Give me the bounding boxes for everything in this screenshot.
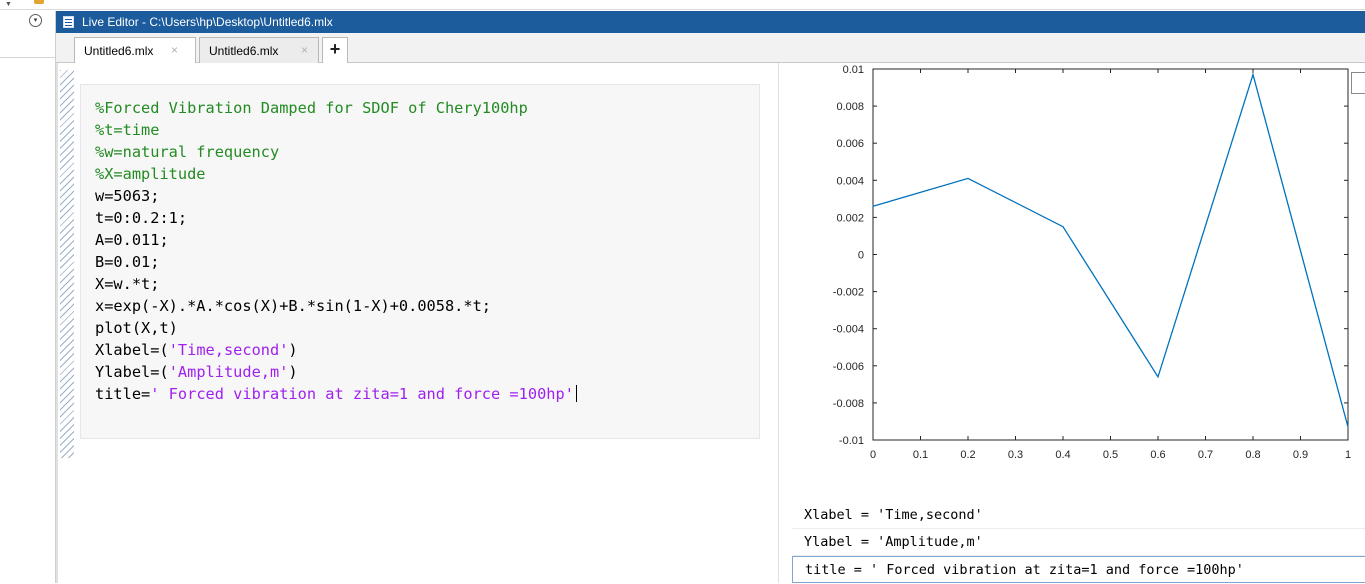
close-icon[interactable]: × — [301, 43, 309, 57]
data-point — [967, 177, 969, 180]
line-chart: 0 0.1 0.2 0.3 0.4 0.5 0.6 0.7 0.8 0.9 1 -0.01 -0.008… — [833, 64, 1351, 461]
left-panel: ▾ — [0, 11, 56, 583]
x-tick-label: 0.9 — [1293, 449, 1308, 461]
tab-untitled6-active[interactable]: Untitled6.mlx × — [74, 37, 196, 63]
code-text: x=exp(-X).*A.*cos(X)+B.*sin(1-X)+0.0058.… — [95, 297, 492, 315]
code-comment: %w=natural frequency — [95, 143, 280, 161]
y-tick-label: 0.002 — [836, 212, 864, 224]
y-tick-label: -0.002 — [833, 287, 864, 299]
code-text: plot(X,t) — [95, 319, 178, 337]
x-tick-label: 0.3 — [1008, 449, 1023, 461]
code-section[interactable]: %Forced Vibration Damped for SDOF of Che… — [80, 84, 760, 439]
x-tick-label: 0.4 — [1055, 449, 1070, 461]
x-tick-label: 0.6 — [1150, 449, 1165, 461]
code-line[interactable]: t=0:0.2:1; — [95, 207, 577, 229]
y-tick-label: -0.004 — [833, 324, 864, 336]
code-comment: %t=time — [95, 121, 160, 139]
data-point — [1252, 73, 1254, 76]
modified-section-indicator — [60, 70, 74, 458]
collapse-panel-icon[interactable]: ▾ — [29, 14, 42, 27]
editor-gutter — [56, 63, 58, 583]
code-line[interactable]: %t=time — [95, 119, 577, 141]
code-text: ) — [288, 341, 298, 359]
x-tick-label: 1 — [1345, 449, 1351, 461]
tab-label: Untitled6.mlx — [209, 44, 279, 58]
data-point — [872, 205, 874, 207]
code-line[interactable]: Ylabel=('Amplitude,m') — [95, 361, 577, 383]
x-tick-label: 0.8 — [1245, 449, 1260, 461]
code-editor[interactable]: %Forced Vibration Damped for SDOF of Che… — [95, 97, 577, 405]
code-text: B=0.01; — [95, 253, 160, 271]
y-tick-label: 0.01 — [843, 64, 864, 76]
x-tick-label: 0.2 — [960, 449, 975, 461]
y-tick-label: 0.006 — [836, 138, 864, 150]
code-line[interactable]: %X=amplitude — [95, 163, 577, 185]
series-line — [872, 72, 1349, 428]
code-text: t=0:0.2:1; — [95, 209, 188, 227]
data-point — [1347, 426, 1349, 428]
code-line[interactable]: title=' Forced vibration at zita=1 and f… — [95, 383, 577, 405]
dropdown-arrow-icon[interactable]: ▼ — [5, 1, 12, 8]
code-comment: %Forced Vibration Damped for SDOF of Che… — [95, 99, 528, 117]
code-line[interactable]: x=exp(-X).*A.*cos(X)+B.*sin(1-X)+0.0058.… — [95, 295, 577, 317]
code-text: w=5063; — [95, 187, 160, 205]
code-line[interactable]: X=w.*t; — [95, 273, 577, 295]
x-tick-label: 0.1 — [913, 449, 928, 461]
close-icon[interactable]: × — [171, 43, 179, 57]
window-title: Live Editor - C:\Users\hp\Desktop\Untitl… — [82, 15, 333, 29]
data-point — [1062, 226, 1064, 228]
output-xlabel[interactable]: Xlabel = 'Time,second' — [792, 502, 1365, 529]
code-line[interactable]: plot(X,t) — [95, 317, 577, 339]
code-text: Xlabel=( — [95, 341, 169, 359]
code-line[interactable]: A=0.011; — [95, 229, 577, 251]
code-line[interactable]: B=0.01; — [95, 251, 577, 273]
text-cursor — [575, 385, 577, 402]
y-tick-label: 0.008 — [836, 101, 864, 113]
x-tick-label: 0.7 — [1198, 449, 1213, 461]
live-editor-icon — [63, 16, 74, 28]
output-title[interactable]: title = ' Forced vibration at zita=1 and… — [792, 556, 1365, 583]
editor-title-bar: Live Editor - C:\Users\hp\Desktop\Untitl… — [56, 11, 1365, 33]
top-toolbar-strip: ▼ — [0, 0, 1365, 10]
x-tick-label: 0.5 — [1103, 449, 1118, 461]
output-ylabel[interactable]: Ylabel = 'Amplitude,m' — [792, 529, 1365, 556]
code-string: ' Forced vibration at zita=1 and force =… — [150, 385, 574, 403]
y-tick-label: 0.004 — [836, 175, 864, 187]
code-text: title= — [95, 385, 151, 403]
y-tick-label: -0.01 — [839, 435, 864, 447]
code-text: Ylabel=( — [95, 363, 169, 381]
output-list: Xlabel = 'Time,second' Ylabel = 'Amplitu… — [792, 502, 1365, 583]
output-divider[interactable] — [778, 63, 779, 583]
code-string: 'Time,second' — [168, 341, 289, 359]
y-tick-label: -0.008 — [833, 398, 864, 410]
code-text: X=w.*t; — [95, 275, 160, 293]
figure-menu-button[interactable] — [1351, 72, 1365, 94]
add-tab-button[interactable]: + — [322, 37, 348, 63]
y-tick-label: -0.006 — [833, 361, 864, 373]
plot-figure[interactable]: 0 0.1 0.2 0.3 0.4 0.5 0.6 0.7 0.8 0.9 1 -0.01 -0.008… — [790, 63, 1365, 473]
code-line[interactable]: %w=natural frequency — [95, 141, 577, 163]
code-string: 'Amplitude,m' — [168, 363, 289, 381]
y-tick-label: 0 — [858, 250, 864, 262]
x-tick-label: 0 — [870, 449, 876, 461]
code-line[interactable]: %Forced Vibration Damped for SDOF of Che… — [95, 97, 577, 119]
code-comment: %X=amplitude — [95, 165, 206, 183]
data-point — [1157, 376, 1159, 378]
tab-untitled6[interactable]: Untitled6.mlx × — [199, 37, 319, 63]
code-line[interactable]: w=5063; — [95, 185, 577, 207]
plot-axes-box — [872, 68, 1349, 441]
code-text: A=0.011; — [95, 231, 169, 249]
tab-bar: Untitled6.mlx × Untitled6.mlx × + — [56, 33, 1365, 63]
tab-label: Untitled6.mlx — [84, 44, 154, 58]
panel-divider — [0, 57, 55, 58]
code-line[interactable]: Xlabel=('Time,second') — [95, 339, 577, 361]
matlab-logo-icon — [34, 0, 44, 4]
code-text: ) — [288, 363, 298, 381]
